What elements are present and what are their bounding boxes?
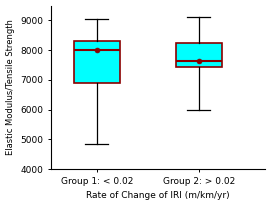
X-axis label: Rate of Change of IRI (m/km/yr): Rate of Change of IRI (m/km/yr) <box>86 191 230 200</box>
PathPatch shape <box>74 41 120 83</box>
PathPatch shape <box>176 43 222 67</box>
Y-axis label: Elastic Modulus/Tensile Strength: Elastic Modulus/Tensile Strength <box>6 19 15 155</box>
